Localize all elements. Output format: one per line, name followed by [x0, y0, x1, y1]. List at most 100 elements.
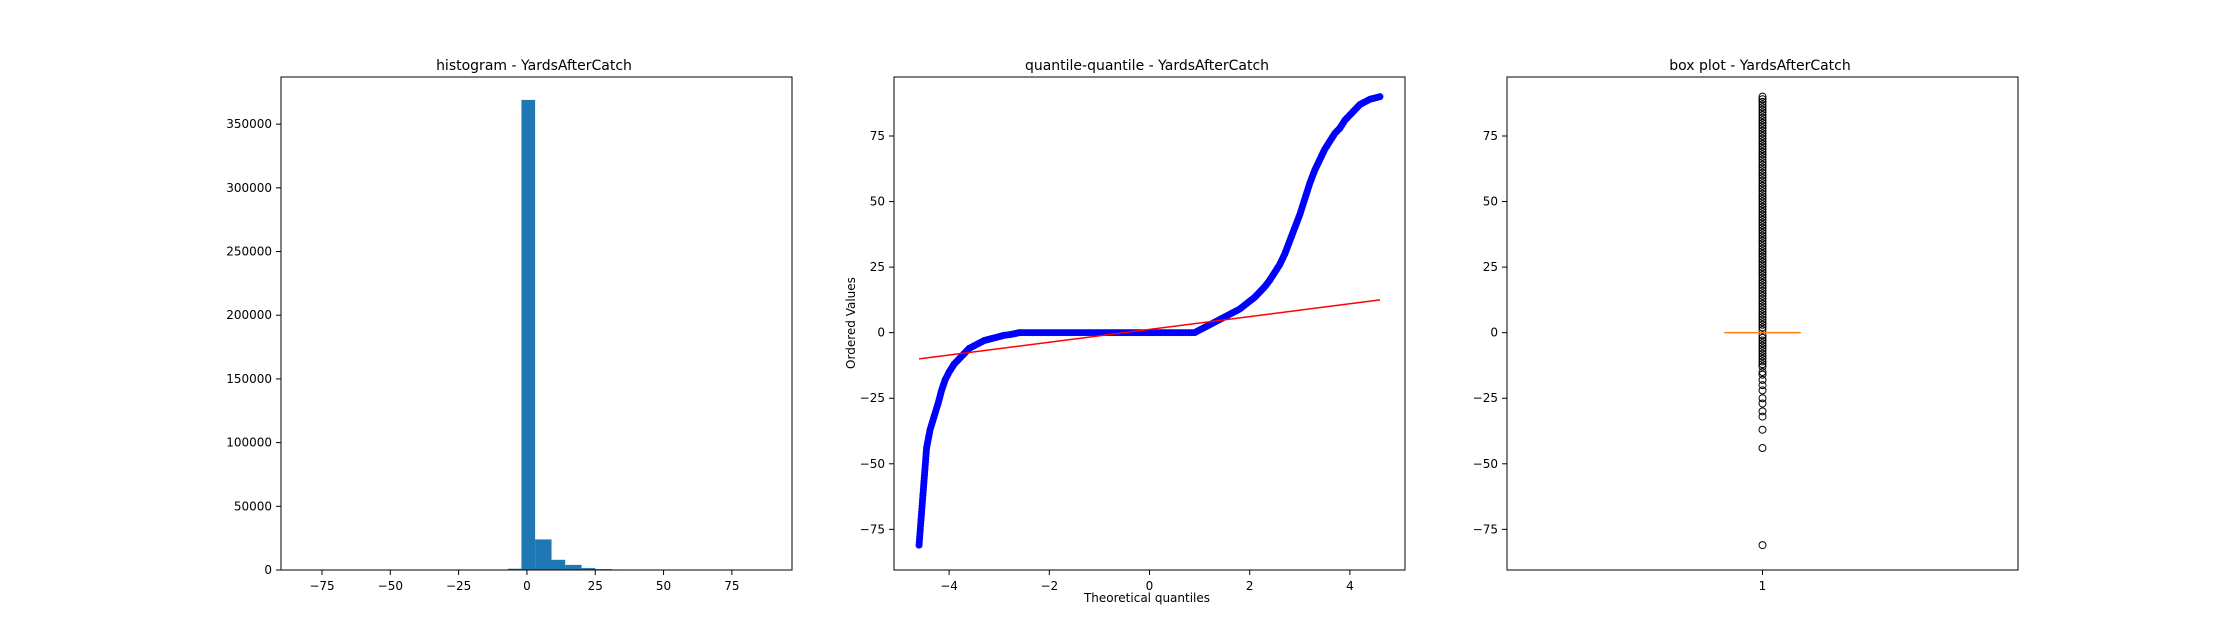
- box-outlier: [1758, 257, 1767, 266]
- box-outlier: [1758, 111, 1767, 120]
- box-outlier: [1758, 305, 1767, 314]
- histogram-x-tick-label: 75: [724, 579, 739, 593]
- box-plot-area: 1 −75 −50 −25 0 25 50 75: [1473, 76, 2019, 593]
- box-outlier: [1758, 155, 1767, 164]
- box-outlier: [1758, 394, 1767, 403]
- histogram-panel: histogram - YardsAfterCatch −75 −50 −25 0 25…: [226, 58, 793, 593]
- box-outlier: [1758, 158, 1767, 167]
- box-outlier: [1758, 333, 1767, 342]
- box-outlier: [1758, 137, 1767, 146]
- qq-y-tick-label: 25: [870, 260, 885, 274]
- box-outlier: [1758, 270, 1767, 279]
- histogram-title: histogram - YardsAfterCatch: [436, 58, 632, 74]
- box-outlier: [1758, 302, 1767, 311]
- box-outlier: [1758, 344, 1767, 353]
- box-outlier: [1758, 407, 1767, 416]
- box-outlier: [1758, 132, 1767, 141]
- histogram-x-tick-label: −75: [309, 579, 334, 593]
- box-outlier: [1758, 268, 1767, 277]
- qq-y-tick-label: −25: [860, 391, 885, 405]
- box-outlier: [1758, 250, 1767, 259]
- box-outlier: [1758, 354, 1767, 363]
- histogram-y-tick-label: 350000: [226, 117, 272, 131]
- box-outlier: [1758, 121, 1767, 130]
- box-outlier: [1758, 205, 1767, 214]
- box-outlier: [1758, 163, 1767, 172]
- box-outlier: [1758, 315, 1767, 324]
- box-outlier: [1758, 200, 1767, 209]
- histogram-bar: [521, 99, 536, 570]
- box-outlier: [1758, 168, 1767, 177]
- box-outlier: [1758, 176, 1767, 185]
- box-outlier: [1758, 360, 1767, 369]
- box-outlier: [1758, 370, 1767, 379]
- histogram-bar: [535, 539, 552, 570]
- box-outlier: [1758, 223, 1767, 232]
- box-outlier: [1758, 92, 1767, 101]
- box-outlier: [1758, 118, 1767, 127]
- qq-y-tick-label: 0: [877, 326, 885, 340]
- box-outlier: [1758, 339, 1767, 348]
- box-outlier: [1758, 166, 1767, 175]
- box-outlier: [1758, 349, 1767, 358]
- histogram-x-tick-label: 50: [656, 579, 671, 593]
- box-outlier: [1758, 160, 1767, 169]
- qq-y-tick-label: −50: [860, 457, 885, 471]
- box-outlier: [1758, 323, 1767, 332]
- box-outlier: [1758, 210, 1767, 219]
- box-outlier: [1758, 215, 1767, 224]
- box-outlier: [1758, 347, 1767, 356]
- box-outlier: [1758, 189, 1767, 198]
- box-outlier: [1758, 147, 1767, 156]
- histogram-x-tick-label: −25: [446, 579, 471, 593]
- qq-plot-title: quantile-quantile - YardsAfterCatch: [1025, 58, 1269, 74]
- box-outlier: [1758, 142, 1767, 151]
- histogram-y-tick-label: 250000: [226, 245, 272, 259]
- box-outlier: [1758, 386, 1767, 395]
- box-plot-panel: box plot - YardsAfterCatch 1 −75 −50 −25 0 25…: [1473, 58, 2019, 593]
- box-outlier: [1758, 103, 1767, 112]
- box-y-tick-label: 75: [1483, 129, 1498, 143]
- histogram-y-tick-label: 150000: [226, 372, 272, 386]
- box-outlier: [1758, 234, 1767, 243]
- histogram-x-tick-label: 25: [588, 579, 603, 593]
- box-outlier: [1758, 179, 1767, 188]
- box-outlier: [1758, 150, 1767, 159]
- box-outlier: [1758, 265, 1767, 274]
- box-outlier: [1758, 126, 1767, 135]
- box-outlier: [1758, 318, 1767, 327]
- box-outlier: [1758, 218, 1767, 227]
- box-x-tick-label: 1: [1759, 579, 1767, 593]
- histogram-bar: [507, 568, 522, 570]
- histogram-y-tick-label: 50000: [234, 499, 272, 513]
- box-outlier: [1758, 357, 1767, 366]
- box-outlier: [1758, 286, 1767, 295]
- box-outlier: [1758, 129, 1767, 138]
- histogram-y-tick-label: 300000: [226, 181, 272, 195]
- box-outlier: [1758, 541, 1767, 550]
- histogram-axes-frame: [280, 76, 793, 571]
- box-outlier: [1758, 341, 1767, 350]
- qq-x-tick-label: 2: [1246, 579, 1254, 593]
- box-outlier: [1758, 336, 1767, 345]
- box-outlier: [1758, 95, 1767, 104]
- box-outlier: [1758, 260, 1767, 269]
- box-y-tick-label: −50: [1473, 457, 1498, 471]
- box-outlier: [1758, 381, 1767, 390]
- histogram-x-tick-label: −50: [378, 579, 403, 593]
- box-outlier: [1758, 444, 1767, 453]
- box-outlier: [1758, 108, 1767, 117]
- box-outlier: [1758, 352, 1767, 361]
- box-outlier: [1758, 368, 1767, 377]
- box-outlier: [1758, 281, 1767, 290]
- qq-y-tick-label: −75: [860, 522, 885, 536]
- box-outlier: [1758, 105, 1767, 114]
- box-outlier: [1758, 263, 1767, 272]
- histogram-y-tick-label: 0: [264, 563, 272, 577]
- box-outlier: [1758, 255, 1767, 264]
- box-outlier: [1758, 221, 1767, 230]
- box-outlier: [1758, 181, 1767, 190]
- histogram-x-tick-label: 0: [523, 579, 531, 593]
- qq-point: [1376, 93, 1384, 101]
- box-plot-title: box plot - YardsAfterCatch: [1669, 58, 1850, 74]
